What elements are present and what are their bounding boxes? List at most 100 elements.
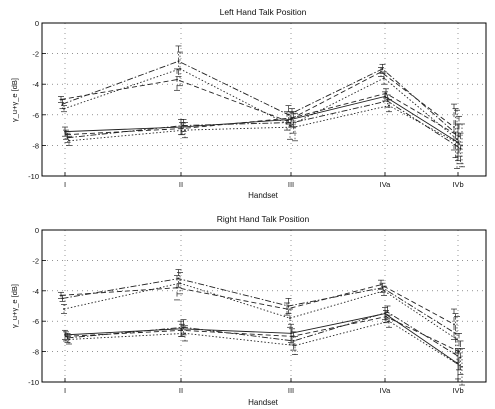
data-point bbox=[381, 68, 384, 70]
data-point bbox=[68, 139, 70, 142]
data-point bbox=[380, 283, 382, 286]
series-line bbox=[65, 316, 460, 353]
data-point bbox=[180, 327, 182, 330]
plot-frame bbox=[41, 229, 487, 383]
data-point bbox=[291, 116, 293, 119]
x-tick-label: I bbox=[64, 180, 66, 189]
data-point bbox=[292, 121, 295, 124]
y-tick-label: -4 bbox=[32, 80, 39, 89]
data-point bbox=[383, 77, 385, 79]
data-point bbox=[177, 277, 180, 280]
data-point bbox=[458, 350, 460, 353]
y-tick-label: -10 bbox=[28, 172, 39, 181]
y-tick-label: -2 bbox=[32, 256, 39, 265]
data-point bbox=[179, 68, 181, 70]
series-line bbox=[62, 60, 456, 134]
x-tick-label: II bbox=[179, 180, 183, 189]
data-point bbox=[388, 104, 390, 107]
series-line bbox=[64, 95, 459, 143]
data-point bbox=[386, 100, 389, 102]
data-point bbox=[457, 141, 459, 144]
x-tick-label: III bbox=[288, 386, 294, 395]
series-line bbox=[67, 311, 461, 359]
data-point bbox=[177, 60, 180, 63]
data-point bbox=[64, 333, 66, 336]
x-axis-label: Handset bbox=[248, 398, 279, 407]
data-point bbox=[181, 127, 183, 130]
x-tick-label: IVa bbox=[380, 386, 392, 395]
y-axis-label: γ_u+γ_e [dB] bbox=[10, 78, 19, 122]
data-point bbox=[457, 362, 459, 365]
data-point bbox=[294, 344, 296, 347]
data-point bbox=[292, 340, 295, 342]
data-point bbox=[68, 338, 70, 341]
y-axis-label: γ_u+γ_e [dB] bbox=[10, 284, 19, 328]
data-point bbox=[287, 113, 290, 116]
data-point bbox=[65, 335, 67, 338]
chart-title: Right Hand Talk Position bbox=[217, 214, 310, 224]
x-tick-label: IVb bbox=[452, 386, 463, 395]
data-point bbox=[385, 315, 387, 318]
data-point bbox=[386, 311, 389, 313]
data-point bbox=[180, 126, 182, 128]
data-point bbox=[286, 120, 288, 122]
y-tick-label: -10 bbox=[28, 378, 39, 387]
data-point bbox=[289, 124, 291, 127]
series-line bbox=[68, 320, 463, 368]
chart-right-hand: Right Hand Talk Position Handset γ_u+γ_e… bbox=[10, 214, 487, 407]
data-point bbox=[61, 297, 64, 300]
data-point bbox=[179, 282, 181, 285]
data-point bbox=[184, 129, 186, 132]
y-tick-label: 0 bbox=[35, 226, 39, 235]
x-tick-label: IVb bbox=[452, 180, 463, 189]
data-point bbox=[290, 118, 292, 121]
data-point bbox=[456, 338, 458, 341]
series-line bbox=[67, 100, 461, 149]
x-tick-label: II bbox=[179, 386, 183, 395]
data-point bbox=[384, 95, 386, 98]
data-point bbox=[61, 103, 64, 105]
y-tick-label: -2 bbox=[32, 50, 39, 59]
data-point bbox=[456, 138, 458, 141]
data-point bbox=[459, 356, 462, 359]
data-point bbox=[65, 133, 67, 136]
x-axis-label: Handset bbox=[248, 191, 279, 200]
data-point bbox=[454, 332, 457, 335]
y-tick-label: -8 bbox=[32, 348, 39, 357]
data-point bbox=[176, 78, 178, 81]
data-point bbox=[388, 320, 390, 323]
data-point bbox=[385, 92, 387, 95]
data-point bbox=[458, 135, 460, 138]
y-tick-label: -6 bbox=[32, 111, 39, 120]
data-point bbox=[63, 107, 65, 110]
data-point bbox=[383, 289, 385, 292]
series-line bbox=[64, 313, 459, 365]
series-line bbox=[62, 278, 456, 334]
y-tick-label: -8 bbox=[32, 141, 39, 150]
data-point bbox=[63, 308, 65, 310]
data-point bbox=[182, 326, 185, 329]
data-point bbox=[453, 323, 455, 326]
data-point bbox=[289, 317, 291, 320]
y-tick-label: -6 bbox=[32, 317, 39, 326]
x-tick-label: III bbox=[288, 180, 294, 189]
data-point bbox=[290, 332, 292, 335]
data-point bbox=[287, 305, 290, 307]
y-tick-label: -4 bbox=[32, 287, 39, 296]
series-line bbox=[63, 282, 458, 340]
data-point bbox=[294, 126, 296, 128]
series-line bbox=[68, 105, 463, 146]
data-point bbox=[461, 365, 463, 368]
data-point bbox=[66, 136, 69, 139]
data-point bbox=[381, 286, 384, 289]
data-point bbox=[66, 337, 69, 339]
data-point bbox=[182, 124, 185, 127]
data-point bbox=[453, 126, 455, 128]
chart-title: Left Hand Talk Position bbox=[220, 7, 307, 17]
series-line bbox=[63, 68, 458, 140]
data-point bbox=[64, 130, 66, 133]
x-tick-label: IVa bbox=[380, 180, 392, 189]
plot-frame bbox=[41, 22, 487, 177]
data-point bbox=[461, 144, 463, 147]
